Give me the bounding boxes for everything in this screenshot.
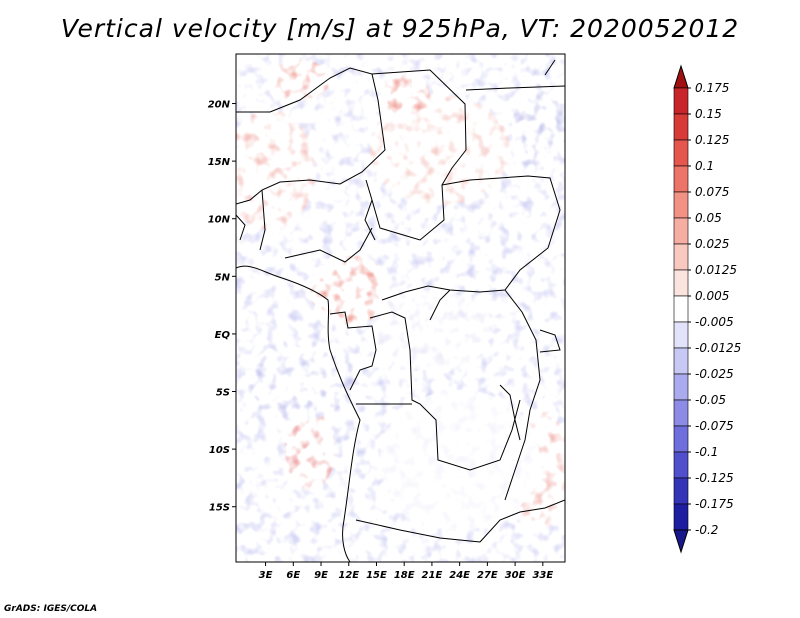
colorbar: 0.175 0.15 0.125 0.1 0.075 0.05 0.025 0.0125 0.0… xyxy=(673,64,741,554)
colorbar-swatch xyxy=(673,191,689,219)
lat-tick-label: 20N xyxy=(208,100,231,111)
colorbar-swatch xyxy=(673,503,689,531)
lon-tick-label: 33E xyxy=(532,570,553,581)
lon-tick-label: 27E xyxy=(477,570,498,581)
colorbar-label: -0.0125 xyxy=(695,341,741,355)
colorbar-swatch xyxy=(673,139,689,167)
velocity-field xyxy=(236,54,565,562)
lon-tick-label: 12E xyxy=(338,570,359,581)
colorbar-label: 0.175 xyxy=(695,81,729,95)
lat-tick-label: 15N xyxy=(208,157,231,168)
colorbar-label: 0.025 xyxy=(695,237,729,251)
colorbar-top-arrow xyxy=(673,64,689,89)
colorbar-label: 0.1 xyxy=(695,159,714,173)
lon-tick-label: 21E xyxy=(422,570,443,581)
colorbar-swatch xyxy=(673,477,689,505)
country-borders xyxy=(236,59,565,562)
map-title: Vertical velocity [m/s] at 925hPa, VT: 2… xyxy=(60,14,740,43)
colorbar-swatch xyxy=(673,243,689,271)
colorbar-label: 0.005 xyxy=(695,289,729,303)
lon-tick-label: 9E xyxy=(314,570,328,581)
lon-tick-label: 24E xyxy=(449,570,470,581)
colorbar-label: 0.075 xyxy=(695,185,729,199)
colorbar-bottom-arrow xyxy=(673,529,689,554)
lat-tick-label: 15S xyxy=(209,503,230,514)
colorbar-swatch xyxy=(673,87,689,115)
colorbar-swatch xyxy=(673,425,689,453)
colorbar-label: -0.05 xyxy=(695,393,726,407)
colorbar-label: -0.2 xyxy=(695,523,718,537)
colorbar-label: 0.05 xyxy=(695,211,722,225)
colorbar-label: -0.005 xyxy=(695,315,734,329)
colorbar-swatch xyxy=(673,373,689,401)
colorbar-label: -0.1 xyxy=(695,445,718,459)
colorbar-label: 0.0125 xyxy=(695,263,737,277)
map-axes: 3E 6E 9E 12E 15E 18E 21E 24E 27E 30E 33E 20N 15N 10N 5… xyxy=(208,100,554,581)
colorbar-swatch xyxy=(673,113,689,141)
colorbar-swatch xyxy=(673,321,689,349)
colorbar-swatch xyxy=(673,451,689,479)
lat-tick-label: 10N xyxy=(208,215,231,226)
colorbar-label: -0.025 xyxy=(695,367,734,381)
map-frame xyxy=(235,53,566,563)
colorbar-label: 0.15 xyxy=(695,107,722,121)
colorbar-swatch xyxy=(673,347,689,375)
lat-tick-label: 5S xyxy=(216,388,230,399)
map-figure: 3E 6E 9E 12E 15E 18E 21E 24E 27E 30E 33E 20N 15N 10N 5… xyxy=(208,53,741,581)
lon-tick-label: 30E xyxy=(505,570,526,581)
colorbar-label: -0.075 xyxy=(695,419,734,433)
colorbar-label: -0.125 xyxy=(695,471,734,485)
colorbar-swatch xyxy=(673,399,689,427)
lon-tick-label: 6E xyxy=(286,570,300,581)
grads-credit: GrADS: IGES/COLA xyxy=(4,604,98,614)
colorbar-swatch xyxy=(673,165,689,193)
lon-tick-label: 18E xyxy=(394,570,415,581)
lon-tick-label: 15E xyxy=(366,570,387,581)
lon-tick-label: 3E xyxy=(259,570,273,581)
colorbar-swatch xyxy=(673,295,689,323)
lat-tick-label: EQ xyxy=(215,330,231,341)
colorbar-label: 0.125 xyxy=(695,133,729,147)
colorbar-swatch xyxy=(673,217,689,245)
colorbar-swatch xyxy=(673,269,689,297)
lat-tick-label: 5N xyxy=(215,272,231,283)
lat-tick-label: 10S xyxy=(209,445,230,456)
map-field xyxy=(235,53,566,563)
colorbar-label: -0.175 xyxy=(695,497,734,511)
